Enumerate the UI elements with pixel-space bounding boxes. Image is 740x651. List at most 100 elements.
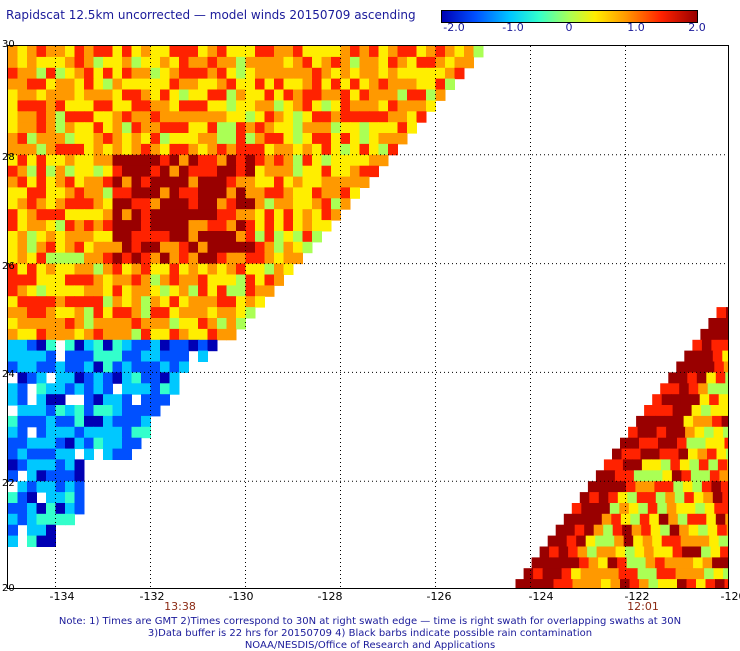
swath-time-label: 12:01 [627,600,659,613]
wind-cell [113,155,123,166]
wind-cell [398,100,408,111]
wind-cell [179,307,189,318]
wind-cell [341,187,351,198]
wind-cell [312,79,322,90]
wind-cell [586,536,596,547]
wind-cell [597,481,607,492]
wind-cell [632,525,642,536]
wind-cell [722,416,729,427]
wind-cell [65,198,75,209]
wind-cell [274,68,284,79]
wind-cell [122,296,132,307]
wind-cell [611,514,621,525]
wind-cell [8,416,18,427]
wind-cell [217,144,227,155]
wind-cell [720,405,729,416]
wind-cell [706,514,716,525]
wind-cell [37,438,47,449]
wind-cell [37,275,47,286]
wind-cell [65,438,75,449]
wind-cell [649,438,659,449]
wind-cell [706,579,716,589]
wind-cell [293,155,303,166]
wind-cell [189,46,199,57]
wind-cell [8,514,18,525]
wind-cell [728,536,729,547]
wind-cell [284,90,294,101]
wind-cell [113,416,123,427]
wind-cell [160,68,170,79]
wind-cell [84,166,94,177]
wind-cell [217,166,227,177]
wind-cell [578,547,588,558]
wind-cell [18,100,28,111]
wind-cell [8,340,18,351]
wind-cell [646,492,656,503]
wind-cell [46,177,56,188]
wind-cell [624,470,634,481]
wind-cell [274,166,284,177]
wind-cell [694,492,704,503]
wind-cell [303,100,313,111]
wind-cell [84,307,94,318]
wind-cell [132,438,142,449]
wind-cell [122,177,132,188]
wind-cell [696,579,706,589]
wind-cell [46,253,56,264]
wind-cell [618,492,628,503]
x-tick-label: -132 [140,590,165,603]
wind-cell [341,79,351,90]
wind-cell [605,536,615,547]
wind-cell [179,144,189,155]
wind-cell [246,177,256,188]
wind-cell [113,242,123,253]
wind-cell [56,449,66,460]
wind-cell [103,144,113,155]
wind-cell [624,536,634,547]
wind-cell [75,90,85,101]
wind-cell [265,275,275,286]
wind-cell [122,416,132,427]
wind-cell [94,351,104,362]
wind-cell [46,362,56,373]
wind-cell [303,133,313,144]
wind-cell [464,46,474,57]
wind-cell [407,79,417,90]
wind-cell [37,155,47,166]
wind-cell [132,144,142,155]
wind-cell [594,525,604,536]
wind-cell [65,372,75,383]
wind-cell [246,275,256,286]
wind-cell [331,144,341,155]
wind-cell [656,492,666,503]
wind-cell [246,166,256,177]
wind-cell [103,100,113,111]
wind-cell [94,264,104,275]
wind-cell [246,68,256,79]
wind-cell [37,307,47,318]
wind-cell [208,57,218,68]
wind-cell [27,296,37,307]
wind-cell [198,242,208,253]
wind-cell [700,394,710,405]
wind-cell [160,166,170,177]
wind-cell [198,79,208,90]
wind-cell [246,79,256,90]
wind-cell [303,198,313,209]
wind-cell [198,122,208,133]
wind-cell [303,79,313,90]
wind-cell [160,372,170,383]
wind-cell [675,492,685,503]
wind-cell [293,46,303,57]
wind-cell [122,90,132,101]
wind-cell [284,253,294,264]
wind-cell [84,90,94,101]
wind-cell [407,111,417,122]
wind-cell [94,122,104,133]
wind-cell [170,46,180,57]
wind-cell [379,155,389,166]
wind-cell [65,166,75,177]
wind-cell [113,307,123,318]
wind-cell [122,133,132,144]
wind-cell [255,264,265,275]
